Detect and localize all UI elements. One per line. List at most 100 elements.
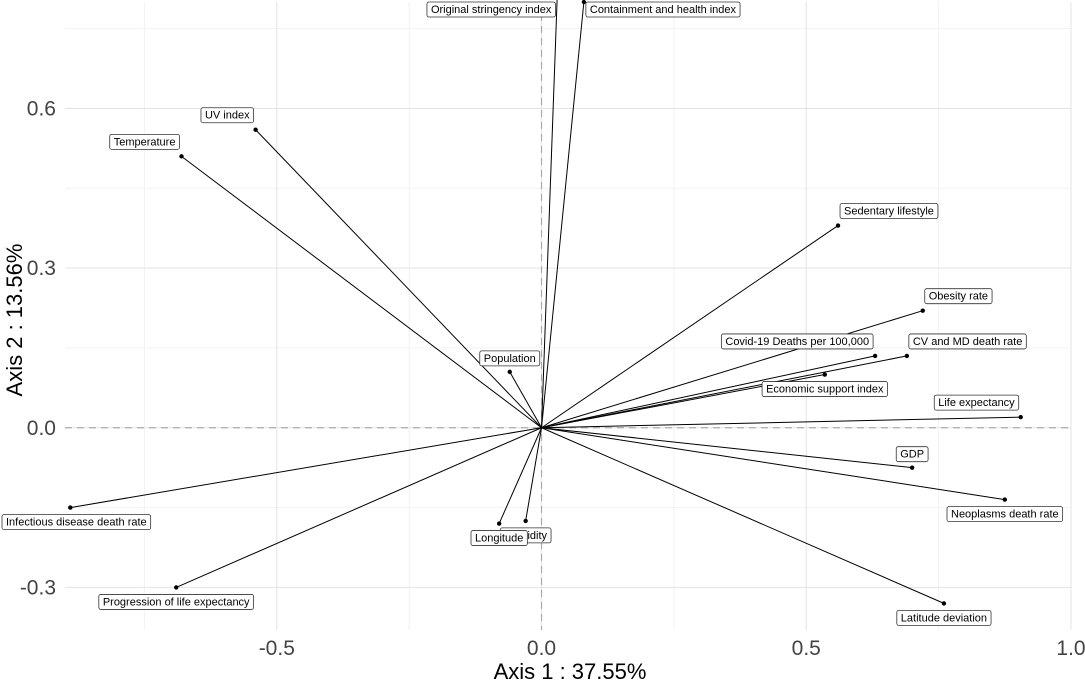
arrow-infectious-disease-death-rate	[70, 427, 542, 509]
point-infectious-disease-death-rate	[68, 505, 73, 510]
label-box	[908, 333, 1027, 350]
x-tick-label: 0.0	[527, 637, 556, 660]
y-tick-label: 0.3	[27, 257, 56, 280]
arrow-population	[509, 371, 542, 429]
label-progression-of-life-expectancy: Progression of life expectancy	[98, 594, 254, 610]
arrow-life-expectancy	[541, 416, 1021, 429]
arrow-sedentary-lifestyle	[541, 225, 839, 429]
point-covid-19-deaths-per-100-000	[872, 353, 878, 359]
label-box	[479, 350, 541, 367]
label-text: Temperature	[114, 136, 176, 148]
arrow-progression-of-life-expectancy	[175, 427, 542, 588]
point-sedentary-lifestyle	[835, 223, 841, 228]
label-text: Latitude deviation	[901, 612, 987, 624]
label-box	[1, 514, 152, 530]
variable-labels: Original stringency index Containment and…	[1, 1, 1064, 626]
label-temperature: Temperature	[109, 133, 180, 150]
arrow-temperature	[181, 155, 542, 429]
x-tick-label: -0.5	[259, 637, 295, 660]
label-containment-and-health-index: Containment and health index	[585, 1, 741, 18]
label-text: Progression of life expectancy	[103, 596, 250, 608]
label-box	[896, 609, 992, 626]
y-axis-title: Axis 2 : 13.56%	[2, 244, 27, 397]
point-latitude-deviation	[941, 601, 947, 606]
label-gdp: GDP	[895, 446, 929, 463]
label-box	[109, 133, 180, 150]
label-text: Covid-19 Deaths per 100,000	[725, 336, 869, 348]
variable-arrows	[68, 0, 1023, 606]
label-box	[946, 506, 1064, 523]
arrow-gdp	[541, 427, 913, 469]
label-box	[98, 594, 254, 610]
label-population: Population	[479, 350, 541, 367]
label-text: Neoplasms death rate	[951, 509, 1059, 521]
grid-lines	[65, 2, 1072, 630]
label-sedentary-lifestyle: Sedentary lifestyle	[839, 203, 939, 219]
label-box	[470, 530, 528, 546]
label-text: Containment and health index	[590, 4, 737, 16]
reference-lines	[65, 2, 1071, 630]
label-longitude: Longitude	[470, 530, 528, 546]
arrow-containment-and-health-index	[541, 1, 585, 428]
label-life-expectancy: Life expectancy	[933, 394, 1020, 411]
label-original-stringency-index: Original stringency index	[426, 1, 556, 18]
point-humidity	[523, 518, 528, 524]
x-axis-title: Axis 1 : 37.55%	[494, 659, 647, 683]
point-economic-support-index	[822, 372, 827, 377]
label-box	[426, 1, 556, 18]
label-text: CV and MD death rate	[913, 336, 1022, 348]
point-containment-and-health-index	[581, 0, 587, 5]
label-box	[585, 1, 741, 18]
point-cv-and-md-death-rate	[904, 353, 910, 359]
point-population	[507, 369, 512, 375]
arrow-original-stringency-index	[541, 0, 558, 428]
label-text: Economic support index	[766, 384, 884, 396]
x-tick-label: 0.5	[792, 637, 821, 660]
point-uv-index	[253, 127, 258, 132]
arrow-obesity-rate	[541, 310, 923, 429]
arrow-uv-index	[255, 129, 542, 429]
label-box	[761, 381, 888, 397]
label-text: Life expectancy	[938, 397, 1015, 409]
y-tick-label: 0.0	[27, 417, 56, 440]
y-tick-label: -0.3	[20, 576, 56, 599]
label-text: Longitude	[475, 533, 523, 545]
arrow-longitude	[498, 427, 542, 524]
label-text: UV index	[205, 110, 250, 122]
label-text: Obesity rate	[929, 291, 988, 303]
y-tick-label: 0.6	[27, 97, 56, 120]
label-box	[720, 333, 874, 350]
arrow-cv-and-md-death-rate	[541, 355, 907, 429]
label-text: Infectious disease death rate	[6, 517, 147, 529]
arrow-humidity	[525, 427, 543, 521]
label-box	[839, 203, 939, 219]
point-progression-of-life-expectancy	[173, 585, 179, 590]
label-uv-index: UV index	[200, 107, 255, 124]
label-obesity-rate: Obesity rate	[924, 288, 993, 305]
label-latitude-deviation: Latitude deviation	[896, 609, 992, 626]
label-neoplasms-death-rate: Neoplasms death rate	[946, 506, 1064, 523]
label-cv-and-md-death-rate: CV and MD death rate	[908, 333, 1027, 350]
tick-labels: -0.5 0.0 0.5 1.0 -0.3 0.0 0.3 0.6	[20, 97, 1085, 660]
arrow-neoplasms-death-rate	[541, 427, 1005, 501]
label-infectious-disease-death-rate: Infectious disease death rate	[1, 514, 152, 530]
x-tick-label: 1.0	[1056, 637, 1085, 660]
label-text: Sedentary lifestyle	[844, 206, 934, 218]
label-box	[933, 394, 1020, 411]
label-text: GDP	[900, 449, 924, 461]
label-box	[895, 446, 929, 463]
label-box	[200, 107, 255, 124]
point-longitude	[496, 521, 502, 526]
point-obesity-rate	[920, 308, 925, 313]
point-neoplasms-death-rate	[1002, 497, 1008, 502]
label-economic-support-index: Economic support index	[761, 381, 888, 397]
arrow-latitude-deviation	[541, 427, 945, 604]
point-gdp	[909, 465, 915, 470]
label-box	[924, 288, 993, 305]
point-temperature	[179, 154, 184, 159]
label-text: Population	[484, 353, 536, 365]
arrow-covid-19-deaths-per-100-000	[541, 355, 876, 429]
label-text: Original stringency index	[431, 4, 552, 16]
point-life-expectancy	[1018, 414, 1023, 420]
